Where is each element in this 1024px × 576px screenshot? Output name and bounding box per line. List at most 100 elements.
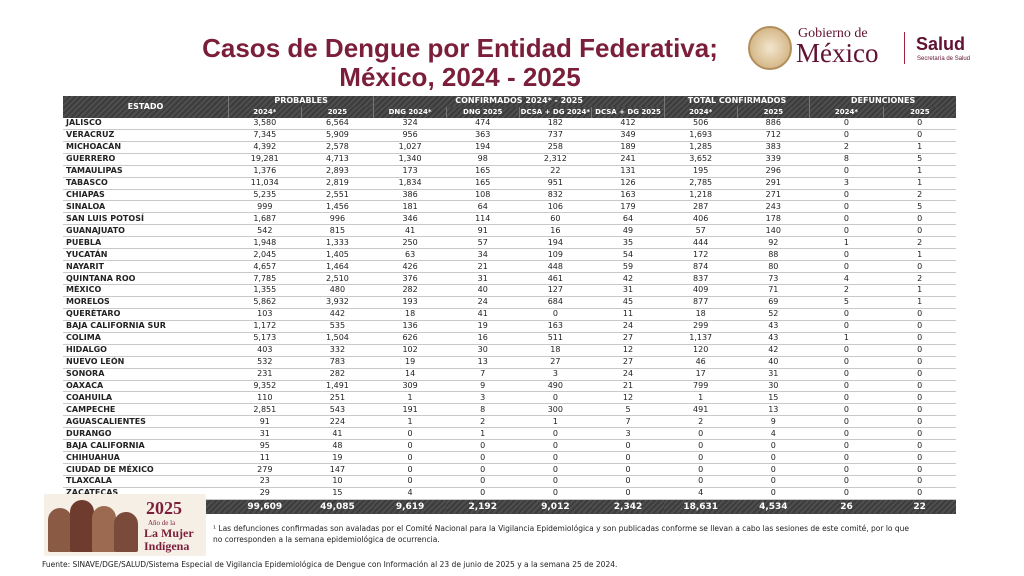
table-row: HIDALGO 403 332 102 30 18 12 120 42 0 0 xyxy=(63,344,956,357)
table-cell: 282 xyxy=(373,284,447,297)
state-name: QUERÉTARO xyxy=(63,308,229,321)
table-cell: 49 xyxy=(591,224,665,238)
table-cell: 363 xyxy=(446,129,520,142)
logo-gobierno-de: Gobierno de xyxy=(798,26,868,41)
header-probables: PROBABLES xyxy=(227,96,374,107)
sub-header-8: 2024* xyxy=(809,106,884,118)
table-cell: 0 xyxy=(809,129,884,142)
table-cell: 5,173 xyxy=(228,332,302,345)
table-cell: 1,834 xyxy=(373,177,447,190)
table-cell: 98 xyxy=(446,153,520,166)
table-cell: 346 xyxy=(373,212,447,226)
table-row: BAJA CALIFORNIA 95 48 0 0 0 0 0 0 0 0 xyxy=(63,439,956,453)
table-cell: 0 xyxy=(809,439,884,453)
state-name: OAXACA xyxy=(63,380,229,393)
table-cell: 163 xyxy=(519,320,592,333)
table-cell: 60 xyxy=(519,212,592,226)
table-cell: 0 xyxy=(883,391,956,405)
table-cell: 0 xyxy=(519,475,592,488)
table-cell: 1,376 xyxy=(228,165,302,178)
table-cell: 0 xyxy=(519,463,592,476)
table-cell: 287 xyxy=(664,200,737,214)
table-cell: 1,340 xyxy=(373,153,447,166)
table-cell: 1,504 xyxy=(301,332,374,345)
state-name: CHIHUAHUA xyxy=(63,451,229,465)
state-name: JALISCO xyxy=(63,117,229,130)
table-cell: 17 xyxy=(664,368,737,381)
table-cell: 332 xyxy=(301,344,374,357)
table-row: QUERÉTARO 103 442 18 41 0 11 18 52 0 0 xyxy=(63,308,956,321)
table-cell: 131 xyxy=(591,165,665,178)
table-cell: 179 xyxy=(591,200,665,214)
table-cell: 57 xyxy=(446,236,520,250)
table-cell: 27 xyxy=(591,356,665,369)
table-cell: 0 xyxy=(373,427,447,441)
table-cell: 444 xyxy=(664,236,737,250)
table-cell: 7 xyxy=(591,415,665,429)
table-cell: 0 xyxy=(737,463,810,476)
state-name: HIDALGO xyxy=(63,344,229,357)
table-row: TABASCO 11,034 2,819 1,834 165 951 126 2,785 291… xyxy=(63,177,956,190)
table-cell: 684 xyxy=(519,296,592,309)
table-cell: 0 xyxy=(809,391,884,405)
table-row: SONORA 231 282 14 7 3 24 17 31 0 0 xyxy=(63,368,956,381)
table-cell: 2,312 xyxy=(519,153,592,166)
table-row: CIUDAD DE MÉXICO 279 147 0 0 0 0 0 0 0 0 xyxy=(63,463,956,476)
table-cell: 1,355 xyxy=(228,284,302,297)
total-cell: 2,192 xyxy=(446,499,520,514)
group-header-row: ESTADO PROBABLES CONFIRMADOS 2024* - 202… xyxy=(63,96,956,118)
table-cell: 0 xyxy=(883,439,956,453)
table-cell: 127 xyxy=(519,284,592,297)
table-row: CAMPECHE 2,851 543 191 8 300 5 491 13 0 0 xyxy=(63,403,956,417)
sub-header-4: DCSA + DG 2024* xyxy=(518,106,592,118)
table-cell: 0 xyxy=(883,368,956,381)
state-name: TLAXCALA xyxy=(63,475,229,488)
table-cell: 69 xyxy=(737,296,810,309)
table-cell: 0 xyxy=(373,451,447,465)
table-row: QUINTANA ROO 7,785 2,510 376 31 461 42 837 73 4 2 xyxy=(63,272,956,285)
table-cell: 1,693 xyxy=(664,129,737,142)
table-row: MÉXICO 1,355 480 282 40 127 31 409 71 2 1 xyxy=(63,284,956,297)
table-cell: 6,564 xyxy=(301,117,374,130)
table-cell: 0 xyxy=(809,487,884,500)
table-cell: 43 xyxy=(737,320,810,333)
table-row: NUEVO LEÓN 532 783 19 13 27 27 46 40 0 0 xyxy=(63,356,956,369)
table-cell: 19,281 xyxy=(228,153,302,166)
table-cell: 19 xyxy=(446,320,520,333)
state-name: TABASCO xyxy=(63,177,229,190)
table-cell: 2 xyxy=(664,415,737,429)
table-cell: 1,333 xyxy=(301,236,374,250)
gobierno-logo: Gobierno de México xyxy=(748,26,898,70)
sub-header-1: 2025 xyxy=(300,106,374,118)
state-name: COLIMA xyxy=(63,332,229,345)
table-cell: 1 xyxy=(883,296,956,309)
table-cell: 2,893 xyxy=(301,165,374,178)
table-cell: 1,218 xyxy=(664,189,737,202)
table-cell: 0 xyxy=(883,224,956,238)
table-cell: 3 xyxy=(809,177,884,190)
table-cell: 24 xyxy=(591,368,665,381)
table-cell: 147 xyxy=(301,463,374,476)
table-cell: 0 xyxy=(883,475,956,488)
footnote: ¹ Las defunciones confirmadas son avalad… xyxy=(213,524,910,544)
table-cell: 102 xyxy=(373,344,447,357)
table-cell: 1 xyxy=(883,248,956,262)
table-cell: 165 xyxy=(446,165,520,178)
table-cell: 2,785 xyxy=(664,177,737,190)
total-cell: 4,534 xyxy=(737,499,810,514)
table-cell: 2 xyxy=(883,272,956,285)
table-cell: 442 xyxy=(301,308,374,321)
table-cell: 120 xyxy=(664,344,737,357)
table-cell: 5 xyxy=(809,296,884,309)
table-cell: 0 xyxy=(809,212,884,226)
table-cell: 832 xyxy=(519,189,592,202)
table-cell: 1,172 xyxy=(228,320,302,333)
table-cell: 136 xyxy=(373,320,447,333)
table-cell: 3 xyxy=(446,391,520,405)
badge-indigena: Indígena xyxy=(144,539,190,553)
table-cell: 0 xyxy=(883,320,956,333)
state-name: GUERRERO xyxy=(63,153,229,166)
table-cell: 80 xyxy=(737,260,810,274)
table-cell: 996 xyxy=(301,212,374,226)
table-cell: 490 xyxy=(519,380,592,393)
